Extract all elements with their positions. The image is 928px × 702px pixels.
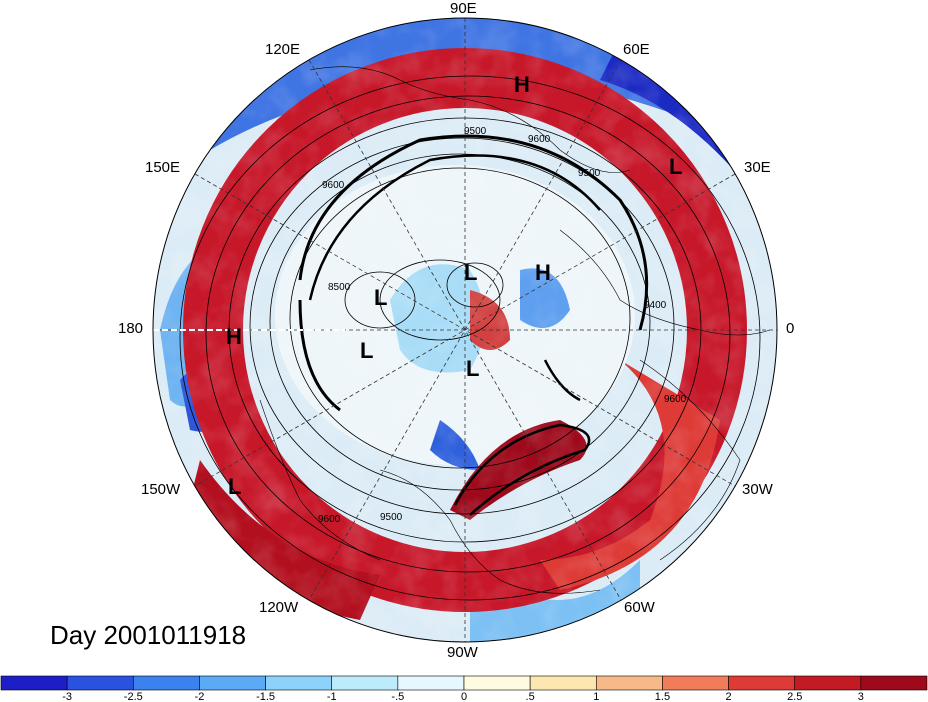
colorbar-box: [595, 675, 663, 691]
colorbar-tick-label: -.5: [391, 691, 404, 702]
colorbar-box: [860, 675, 928, 691]
colorbar-box: [265, 675, 333, 691]
contour-label-8: 9600: [318, 514, 341, 525]
pc-h-3: H: [226, 324, 242, 349]
colorbar-tick-label: -3: [62, 691, 72, 702]
colorbar-box: [529, 675, 597, 691]
lon-label-60w: 60W: [624, 599, 655, 616]
colorbar-tick-label: -1.5: [256, 691, 275, 702]
colorbar-tick-label: 3: [858, 691, 864, 702]
colorbar-tick-labels: -3 -2.5 -2 -1.5 -1 -.5 0 .5 1 1.5 2 2.5 3: [62, 691, 864, 702]
colorbar-tick-label: -1: [327, 691, 337, 702]
colorbar: -3 -2.5 -2 -1.5 -1 -.5 0 .5 1 1.5 2 2.5 3: [0, 675, 928, 702]
colorbar-box: [199, 675, 266, 691]
colorbar-box: [662, 675, 729, 691]
pc-l-2: L: [464, 260, 477, 285]
colorbar-tick-label: 0: [461, 691, 467, 702]
contour-label-5: 8500: [328, 282, 351, 293]
colorbar-box: [66, 675, 134, 691]
lon-label-0: 0: [786, 320, 795, 337]
pc-l-6: L: [228, 474, 241, 499]
colorbar-box: [397, 675, 465, 691]
contour-label-1: 9500: [464, 126, 487, 137]
lon-label-60e: 60E: [623, 41, 650, 58]
polar-map: H L L H L L L H L 9500 9600 9500 9600 85…: [152, 17, 778, 643]
lon-label-120e: 120E: [265, 41, 301, 58]
colorbar-tick-label: .5: [526, 691, 535, 702]
lon-label-150e: 150E: [145, 159, 181, 176]
colorbar-box: [0, 675, 68, 691]
contour-label-4: 9600: [322, 180, 345, 191]
colorbar-box: [728, 675, 796, 691]
pc-l-4: L: [360, 338, 373, 363]
colorbar-box: [132, 675, 200, 691]
colorbar-tick-label: 1: [593, 691, 599, 702]
colorbar-boxes: [0, 675, 928, 691]
lon-label-150w: 150W: [141, 481, 181, 498]
contour-label-3: 9500: [578, 168, 601, 179]
pc-l-3: L: [374, 285, 387, 310]
contour-label-7: 9600: [664, 394, 687, 405]
contour-label-2: 9600: [528, 134, 551, 145]
pc-l-5: L: [466, 356, 479, 381]
colorbar-tick-label: 2: [726, 691, 732, 702]
colorbar-box: [463, 675, 531, 691]
lon-label-30w: 30W: [742, 481, 773, 498]
colorbar-tick-label: 2.5: [787, 691, 802, 702]
lon-label-120w: 120W: [259, 599, 299, 616]
lon-label-90w: 90W: [447, 644, 478, 661]
colorbar-tick-label: 1.5: [655, 691, 670, 702]
colorbar-box: [331, 675, 399, 691]
lon-label-90e: 90E: [450, 0, 477, 17]
lon-label-30e: 30E: [744, 159, 771, 176]
colorbar-tick-label: -2.5: [124, 691, 143, 702]
colorbar-box: [794, 675, 862, 691]
contour-label-6: 9400: [644, 300, 667, 311]
coastlines: [259, 66, 771, 594]
pc-h-1: H: [514, 72, 530, 97]
map-border: [152, 17, 778, 643]
contour-labels: 9500 9600 9500 9600 8500 9400 9600 9600 …: [318, 126, 687, 525]
pressure-centers: H L L H L L L H L: [226, 72, 682, 499]
day-title: Day 2001011918: [50, 620, 247, 650]
pc-l-1: L: [669, 154, 682, 179]
colorbar-tick-label: -2: [195, 691, 205, 702]
contour-label-9: 9500: [380, 512, 403, 523]
graticule: [153, 18, 777, 642]
lon-label-180: 180: [118, 320, 144, 337]
pc-h-2: H: [535, 260, 551, 285]
